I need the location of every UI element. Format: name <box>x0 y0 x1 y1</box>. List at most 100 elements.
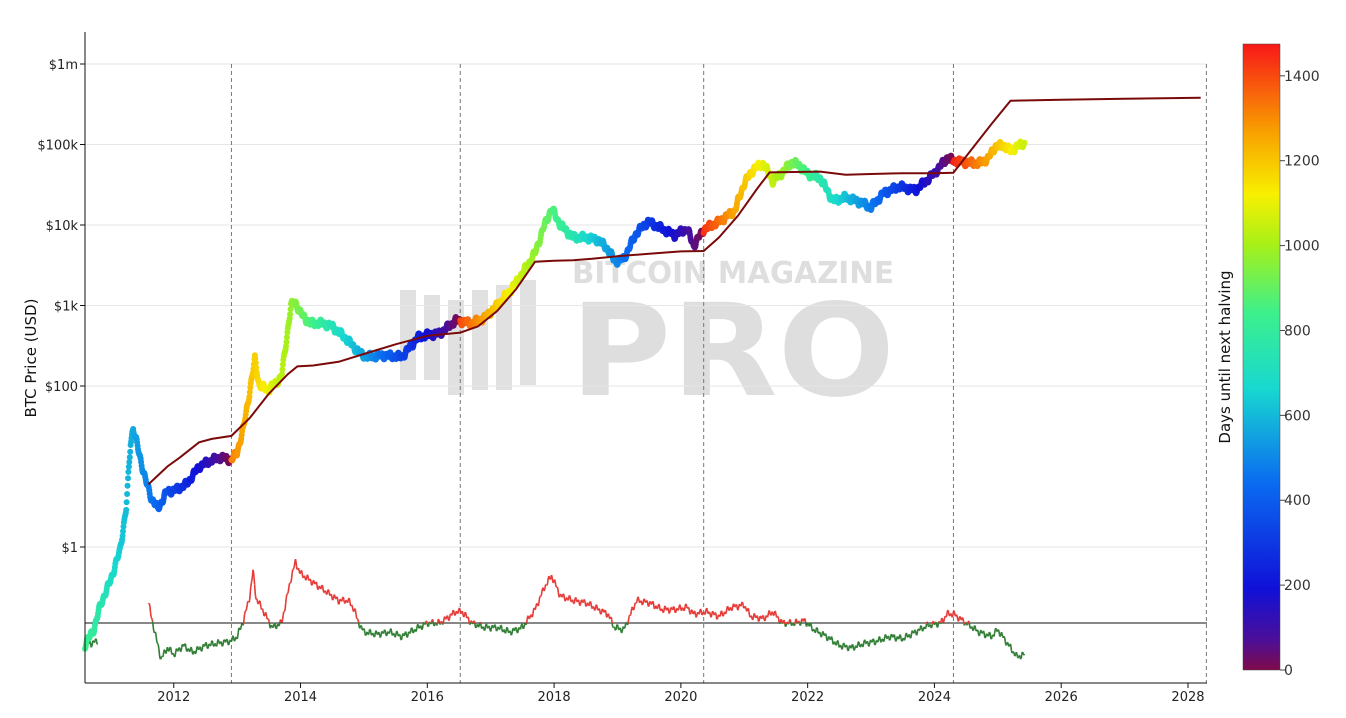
oscillator-segment <box>242 623 245 626</box>
oscillator-segment <box>571 599 574 602</box>
oscillator-segment <box>680 609 683 612</box>
oscillator-segment <box>660 609 663 612</box>
oscillator-segment <box>734 604 737 607</box>
oscillator-segment <box>463 615 466 618</box>
oscillator-segment <box>151 621 154 627</box>
oscillator-segment <box>283 608 286 612</box>
oscillator-segment <box>567 597 570 600</box>
oscillator-segment <box>488 627 491 631</box>
oscillator-segment <box>148 603 151 608</box>
oscillator-segment <box>240 625 243 629</box>
oscillator-segment <box>198 647 201 650</box>
oscillator-segment <box>281 619 284 623</box>
oscillator-segment <box>528 617 531 620</box>
oscillator-segment <box>517 627 520 631</box>
oscillator-segment <box>186 650 189 652</box>
oscillator-segment <box>647 604 650 607</box>
oscillator-segment <box>214 642 217 645</box>
oscillator-segment <box>267 618 270 621</box>
oscillator-segment <box>295 566 298 570</box>
oscillator-segment <box>880 640 883 643</box>
oscillator-segment <box>972 629 975 632</box>
oscillator-segment <box>886 637 889 640</box>
oscillator-segment <box>978 633 981 637</box>
oscillator-segment <box>937 622 940 626</box>
oscillator-segment <box>479 623 482 627</box>
oscillator-segment <box>728 607 731 611</box>
oscillator-segment <box>945 615 948 618</box>
gridlines <box>85 63 1207 548</box>
y-tick-label: $100k <box>37 139 78 154</box>
oscillator-segment <box>200 648 204 652</box>
oscillator-segment <box>275 627 278 630</box>
oscillator-segment <box>777 616 780 620</box>
oscillator-segment <box>615 624 618 628</box>
oscillator-segment <box>526 616 529 620</box>
oscillator-segment <box>349 603 352 607</box>
oscillator-segment <box>957 618 961 621</box>
oscillator-segment <box>920 625 923 628</box>
oscillator-segment <box>316 584 319 589</box>
oscillator-segment <box>598 608 601 610</box>
oscillator-segment <box>413 628 416 631</box>
oscillator-segment <box>943 618 946 622</box>
oscillator-segment <box>948 614 952 617</box>
oscillator-segment <box>531 613 534 617</box>
oscillator-segment <box>301 572 304 577</box>
oscillator-segment <box>185 646 188 651</box>
oscillator-segment <box>837 642 840 646</box>
oscillator-segment <box>990 636 993 640</box>
oscillator-segment <box>725 611 728 615</box>
oscillator-segment <box>649 601 652 604</box>
oscillator-segment <box>525 619 528 624</box>
oscillator-segment <box>924 626 927 630</box>
oscillator-segment <box>467 617 470 622</box>
oscillator-segment <box>220 641 223 645</box>
oscillator-segment <box>449 613 452 615</box>
oscillator-segment <box>860 643 863 646</box>
oscillator-segment <box>856 643 859 647</box>
oscillator-segment <box>484 624 487 628</box>
oscillator-segment <box>538 596 541 600</box>
oscillator-segment <box>1020 654 1023 659</box>
oscillator-segment <box>404 631 407 634</box>
oscillator-segment <box>379 636 382 638</box>
oscillator-segment <box>543 589 546 592</box>
oscillator-segment <box>270 624 273 627</box>
oscillator-segment <box>485 623 488 627</box>
oscillator-segment <box>553 579 556 582</box>
oscillator-segment <box>961 616 964 619</box>
oscillator-segment <box>418 626 421 629</box>
oscillator-segment <box>446 615 449 618</box>
y-tick-label: $10k <box>46 219 79 234</box>
oscillator-segment <box>914 630 917 634</box>
oscillator-segment <box>729 607 732 610</box>
oscillator-segment <box>155 633 158 638</box>
oscillator-segment <box>701 612 704 616</box>
oscillator-segment <box>853 648 856 651</box>
price-point <box>279 366 286 373</box>
oscillator-segment <box>760 617 763 620</box>
price-point <box>252 359 259 366</box>
oscillator-segment <box>980 629 983 632</box>
oscillator-segment <box>361 627 364 631</box>
oscillator-segment <box>231 637 234 641</box>
oscillator-segment <box>583 600 587 604</box>
oscillator-segment <box>963 623 966 626</box>
oscillator-segment <box>1017 656 1020 659</box>
oscillator-segment <box>494 624 497 627</box>
oscillator-segment <box>786 621 789 624</box>
x-tick-label: 2016 <box>411 690 444 705</box>
oscillator-segment <box>451 611 454 615</box>
oscillator-segment <box>737 605 740 609</box>
oscillator-segment <box>351 605 354 610</box>
oscillator-segment <box>710 612 713 617</box>
oscillator-segment <box>338 603 340 605</box>
oscillator-segment <box>396 630 398 633</box>
oscillator-segment <box>984 636 987 639</box>
oscillator-segment <box>149 612 152 617</box>
oscillator-segment <box>904 636 907 640</box>
oscillator-segment <box>1006 641 1009 644</box>
oscillator-segment <box>318 585 321 588</box>
oscillator-segment <box>795 618 798 621</box>
